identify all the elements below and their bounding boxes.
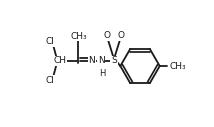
Text: Cl: Cl <box>45 37 54 46</box>
Text: N: N <box>98 57 105 65</box>
Text: S: S <box>111 57 117 65</box>
Text: O: O <box>104 31 110 40</box>
Text: N: N <box>88 57 95 65</box>
Text: CH₃: CH₃ <box>70 32 87 41</box>
Text: H: H <box>100 69 106 78</box>
Text: CH: CH <box>54 57 67 65</box>
Text: Cl: Cl <box>45 76 54 84</box>
Text: O: O <box>117 31 125 40</box>
Text: CH₃: CH₃ <box>170 62 186 70</box>
